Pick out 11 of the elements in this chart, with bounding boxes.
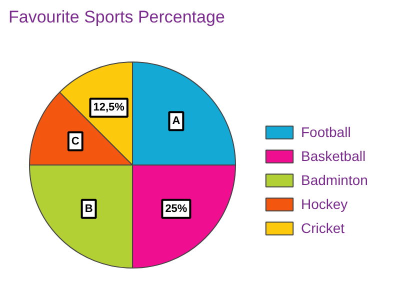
legend-label: Hockey (301, 196, 348, 212)
data-label: A (172, 115, 180, 128)
legend-label: Football (301, 124, 351, 140)
data-label: 25% (165, 202, 188, 215)
legend-label: Badminton (301, 172, 368, 188)
chart-title: Favourite Sports Percentage (8, 8, 225, 26)
data-label: 12,5% (93, 102, 125, 114)
legend-label: Basketball (301, 148, 366, 164)
data-label: B (84, 202, 93, 215)
legend-label: Cricket (301, 220, 345, 236)
data-label: C (71, 135, 80, 148)
